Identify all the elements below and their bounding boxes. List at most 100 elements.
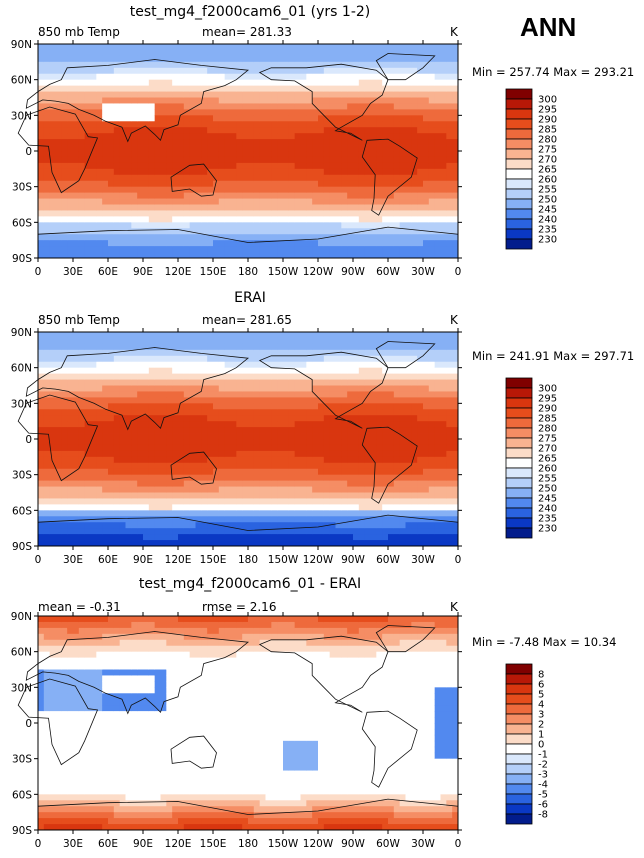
map-cell (452, 115, 459, 122)
map-cell (38, 528, 45, 535)
map-cell (230, 462, 237, 470)
map-cell (218, 210, 226, 217)
map-cell (224, 349, 231, 357)
map-cell (148, 44, 156, 51)
map-cell (393, 361, 401, 369)
map-cell (393, 91, 401, 98)
map-cell (393, 444, 401, 452)
map-cell (364, 49, 371, 57)
map-cell (434, 67, 441, 75)
map-cell (160, 427, 167, 434)
map-cell (201, 373, 208, 380)
map-cell (213, 486, 220, 493)
map-cell (119, 210, 126, 217)
map-cell (288, 540, 296, 547)
map-cell (318, 409, 325, 416)
map-cell (312, 79, 319, 87)
map-cell (102, 450, 109, 458)
map-cell (148, 216, 156, 223)
map-cell (347, 210, 354, 217)
map-cell (347, 222, 354, 229)
map-cell (347, 49, 354, 57)
map-cell (353, 373, 360, 380)
map-cell (376, 49, 383, 57)
map-cell (248, 444, 255, 452)
map-cell (125, 91, 132, 98)
map-cell (405, 468, 412, 476)
map-cell (189, 174, 196, 182)
map-cell (189, 198, 196, 205)
map-cell (399, 210, 406, 217)
map-cell (347, 115, 354, 122)
map-cell (43, 373, 51, 380)
map-cell (236, 450, 243, 458)
map-cell (283, 486, 290, 493)
map-cell (248, 486, 255, 493)
map-cell (61, 540, 68, 547)
map-cell (277, 115, 284, 122)
map-cell (434, 216, 441, 223)
map-cell (318, 139, 325, 146)
map-cell (329, 415, 336, 422)
map-cell (125, 228, 132, 235)
map-cell (178, 409, 185, 416)
map-cell (137, 210, 144, 217)
map-cell (96, 133, 103, 140)
map-cell (67, 162, 74, 170)
map-cell (312, 156, 319, 164)
map-cell (218, 456, 226, 464)
map-cell (143, 540, 150, 547)
map-cell (382, 355, 389, 363)
map-cell (218, 433, 226, 440)
map-cell (370, 337, 377, 345)
map-cell (358, 379, 366, 386)
map-cell (166, 174, 173, 182)
map-cell (358, 439, 366, 446)
map-cell (370, 528, 377, 535)
map-cell (248, 115, 255, 122)
map-cell (201, 403, 208, 410)
map-cell (248, 97, 255, 104)
map-cell (166, 498, 173, 505)
map-cell (312, 510, 319, 517)
map-cell (300, 252, 307, 259)
map-cell (306, 216, 313, 223)
map-cell (143, 73, 150, 81)
map-cell (55, 216, 62, 223)
map-cell (189, 234, 196, 241)
map-cell (411, 156, 418, 164)
map-cell (148, 156, 156, 164)
map-cell (265, 522, 272, 529)
map-cell (294, 427, 301, 434)
map-cell (265, 379, 272, 386)
map-cell (312, 234, 319, 241)
map-cell (61, 379, 68, 386)
map-cell (154, 67, 161, 75)
map-cell (154, 427, 161, 434)
map-cell (358, 468, 366, 476)
map-cell (253, 403, 261, 410)
map-cell (195, 492, 202, 499)
map-cell (341, 486, 348, 493)
map-cell (207, 198, 214, 205)
map-cell (78, 192, 86, 199)
map-cell (376, 156, 383, 164)
map-cell (446, 198, 453, 205)
map-cell (318, 444, 325, 452)
map-cell (218, 361, 226, 369)
map-cell (119, 528, 126, 535)
map-cell (224, 127, 231, 134)
map-cell (148, 433, 156, 440)
map-cell (370, 67, 377, 75)
map-cell (61, 162, 68, 170)
map-cell (248, 522, 255, 529)
map-cell (195, 198, 202, 205)
map-cell (318, 67, 325, 75)
map-cell (148, 127, 156, 134)
map-cell (183, 421, 191, 428)
map-cell (55, 504, 62, 511)
map-cell (242, 121, 249, 128)
map-cell (353, 498, 360, 505)
map-cell (388, 174, 395, 182)
map-cell (329, 210, 336, 217)
